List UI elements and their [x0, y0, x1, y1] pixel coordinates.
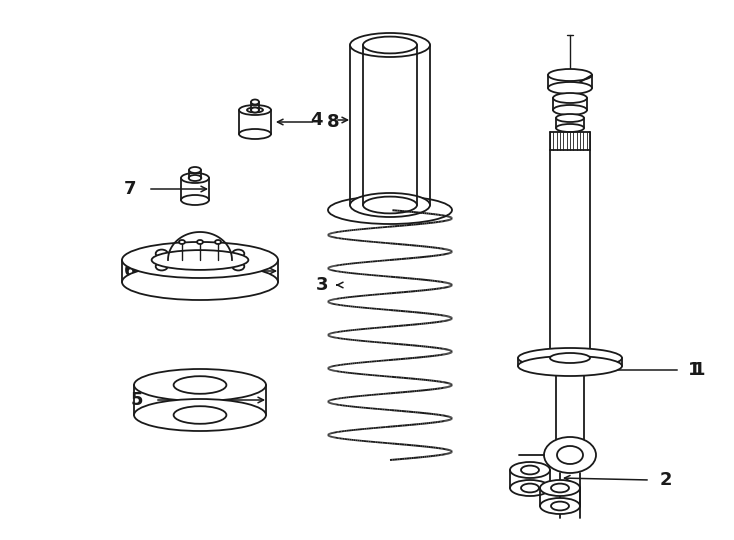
Ellipse shape [557, 446, 583, 464]
Text: 3: 3 [316, 276, 328, 294]
Ellipse shape [548, 69, 592, 81]
Ellipse shape [521, 484, 539, 492]
Ellipse shape [510, 480, 550, 496]
Ellipse shape [181, 195, 209, 205]
Ellipse shape [232, 249, 244, 258]
Ellipse shape [239, 129, 271, 139]
Ellipse shape [189, 167, 201, 173]
Ellipse shape [328, 196, 452, 224]
Ellipse shape [553, 93, 587, 103]
Ellipse shape [156, 249, 167, 258]
Ellipse shape [174, 406, 226, 424]
Ellipse shape [189, 175, 201, 181]
Ellipse shape [550, 353, 590, 363]
Text: 4: 4 [310, 111, 323, 129]
Ellipse shape [215, 240, 221, 244]
Text: 2: 2 [660, 471, 672, 489]
Ellipse shape [548, 82, 592, 94]
Ellipse shape [510, 462, 550, 478]
Text: 1: 1 [693, 361, 705, 379]
Ellipse shape [518, 348, 622, 368]
Ellipse shape [363, 197, 417, 213]
Ellipse shape [174, 376, 226, 394]
Ellipse shape [134, 399, 266, 431]
Ellipse shape [197, 240, 203, 244]
Ellipse shape [181, 173, 209, 183]
Ellipse shape [521, 465, 539, 475]
Ellipse shape [556, 114, 584, 122]
Ellipse shape [232, 262, 244, 271]
Text: 6: 6 [123, 262, 136, 280]
Ellipse shape [551, 484, 569, 492]
Ellipse shape [239, 105, 271, 115]
Ellipse shape [540, 498, 580, 514]
Ellipse shape [168, 254, 232, 266]
Ellipse shape [247, 107, 263, 112]
Ellipse shape [518, 356, 622, 376]
Text: 8: 8 [327, 113, 340, 131]
Text: 1: 1 [688, 361, 700, 379]
Ellipse shape [551, 502, 569, 510]
Ellipse shape [122, 242, 278, 278]
Text: 7: 7 [123, 180, 136, 198]
Ellipse shape [553, 105, 587, 115]
Ellipse shape [134, 369, 266, 401]
Ellipse shape [540, 480, 580, 496]
Ellipse shape [122, 264, 278, 300]
Ellipse shape [251, 99, 259, 105]
Ellipse shape [156, 262, 167, 271]
Ellipse shape [556, 124, 584, 132]
Ellipse shape [152, 250, 248, 270]
Ellipse shape [363, 37, 417, 53]
Ellipse shape [544, 437, 596, 473]
Text: 5: 5 [131, 391, 143, 409]
Ellipse shape [251, 107, 259, 112]
Ellipse shape [179, 240, 185, 244]
Ellipse shape [350, 33, 430, 57]
Ellipse shape [350, 193, 430, 217]
